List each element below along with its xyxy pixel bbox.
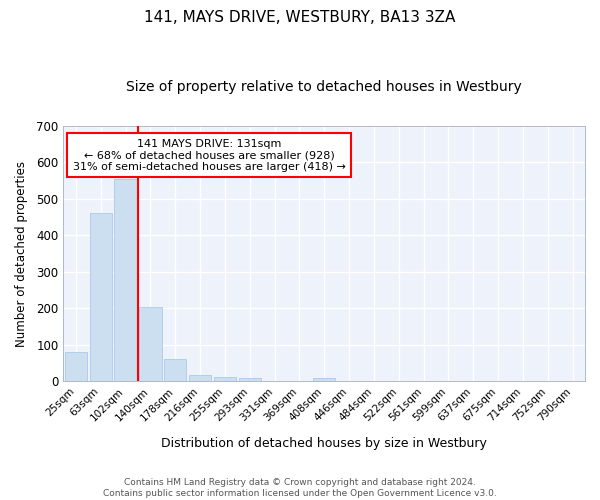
Text: 141 MAYS DRIVE: 131sqm
← 68% of detached houses are smaller (928)
31% of semi-de: 141 MAYS DRIVE: 131sqm ← 68% of detached…	[73, 138, 346, 172]
X-axis label: Distribution of detached houses by size in Westbury: Distribution of detached houses by size …	[161, 437, 487, 450]
Bar	[239, 378, 261, 382]
Bar	[115, 180, 137, 382]
Bar	[313, 378, 335, 382]
Y-axis label: Number of detached properties: Number of detached properties	[15, 160, 28, 346]
Text: Contains HM Land Registry data © Crown copyright and database right 2024.
Contai: Contains HM Land Registry data © Crown c…	[103, 478, 497, 498]
Bar	[89, 214, 112, 382]
Bar	[189, 375, 211, 382]
Bar	[164, 360, 187, 382]
Text: 141, MAYS DRIVE, WESTBURY, BA13 3ZA: 141, MAYS DRIVE, WESTBURY, BA13 3ZA	[145, 10, 455, 25]
Bar	[65, 352, 87, 382]
Bar	[139, 306, 161, 382]
Title: Size of property relative to detached houses in Westbury: Size of property relative to detached ho…	[127, 80, 522, 94]
Bar	[214, 377, 236, 382]
